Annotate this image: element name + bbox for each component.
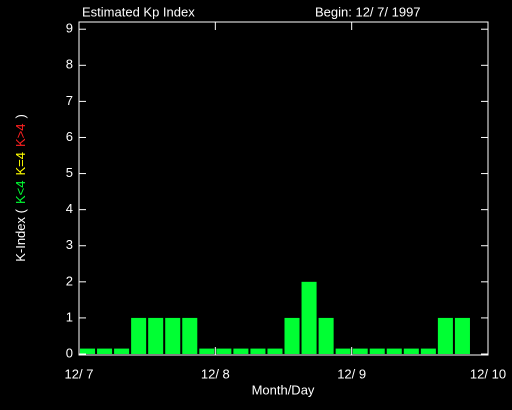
- bar: [403, 348, 419, 354]
- bar: [420, 348, 436, 354]
- bar: [216, 348, 232, 354]
- bar: [250, 348, 266, 354]
- y-tick-label: 7: [66, 93, 73, 108]
- y-tick-label: 8: [66, 57, 73, 72]
- x-tick-label: 12/ 9: [337, 366, 366, 381]
- y-tick-label: 3: [66, 237, 73, 252]
- y-axis-label: K-Index ( K<4 K=4 K>4): [13, 114, 28, 262]
- bar: [335, 348, 351, 354]
- chart-title: Estimated Kp Index: [82, 4, 195, 19]
- bar: [80, 348, 96, 354]
- bar: [386, 348, 402, 354]
- y-tick-label: 5: [66, 165, 73, 180]
- y-tick-label: 4: [66, 201, 73, 216]
- x-tick-label: 12/ 7: [65, 366, 94, 381]
- y-tick-label: 0: [66, 345, 73, 360]
- y-tick-label: 9: [66, 21, 73, 36]
- x-tick-label: 12/ 8: [201, 366, 230, 381]
- y-tick-label: 2: [66, 273, 73, 288]
- bar: [199, 348, 215, 354]
- bar: [454, 317, 470, 354]
- x-tick-label: 12/ 10: [470, 366, 506, 381]
- bar: [267, 348, 283, 354]
- bar: [165, 317, 181, 354]
- bar: [114, 348, 130, 354]
- y-tick-label: 6: [66, 129, 73, 144]
- bar: [131, 317, 147, 354]
- bar: [148, 317, 164, 354]
- bar: [182, 317, 198, 354]
- y-label-part: K>4: [13, 124, 28, 148]
- bar: [284, 317, 300, 354]
- plot-frame: [78, 21, 489, 356]
- y-label-part: K=4: [13, 152, 28, 176]
- bar: [369, 348, 385, 354]
- bar: [352, 348, 368, 354]
- bar: [318, 317, 334, 354]
- x-axis-label: Month/Day: [252, 382, 315, 397]
- bar: [437, 317, 453, 354]
- bar: [301, 281, 317, 354]
- bar: [97, 348, 113, 354]
- bar: [233, 348, 249, 354]
- y-label-part: K-Index (: [13, 208, 28, 261]
- y-label-part: K<4: [13, 181, 28, 205]
- y-tick-label: 1: [66, 309, 73, 324]
- chart-subtitle: Begin: 12/ 7/ 1997: [315, 4, 421, 19]
- y-label-part: ): [13, 114, 28, 118]
